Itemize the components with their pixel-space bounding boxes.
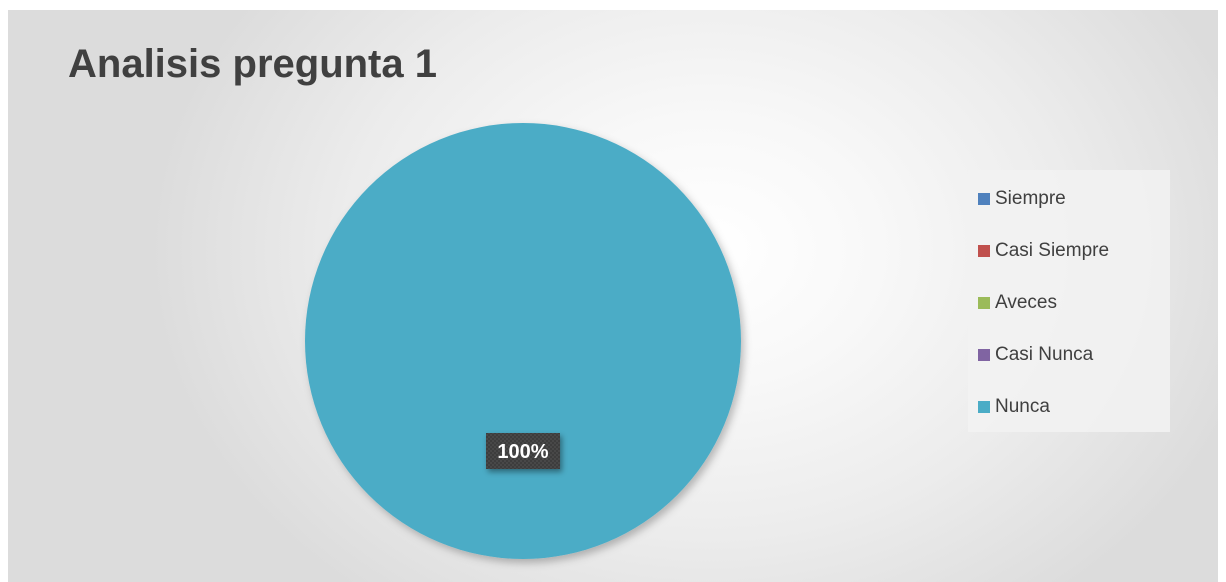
legend-item-siempre: Siempre [978,187,1066,211]
legend-item-casi-siempre: Casi Siempre [978,239,1109,263]
legend-swatch [978,349,990,361]
legend-label: Nunca [995,396,1050,417]
legend-label: Siempre [995,188,1066,209]
legend-label: Aveces [995,292,1057,313]
data-label-text: 100% [497,441,548,463]
legend-swatch [978,401,990,413]
legend-swatch [978,297,990,309]
legend-item-aveces: Aveces [978,291,1057,315]
legend-label: Casi Siempre [995,240,1110,261]
data-label-background [486,433,560,469]
legend-swatch [978,193,990,205]
legend-swatch [978,245,990,257]
legend-item-casi-nunca: Casi Nunca [978,343,1093,367]
legend-label: Casi Nunca [995,344,1094,365]
chart-title: Analisis pregunta 1 [68,42,437,86]
pie-slice-nunca [305,123,741,559]
data-label-nunca: 100% [486,433,560,469]
legend-item-nunca: Nunca [978,395,1050,419]
chart-legend: Siempre Casi Siempre Aveces Casi Nunca Nunca [968,170,1170,432]
